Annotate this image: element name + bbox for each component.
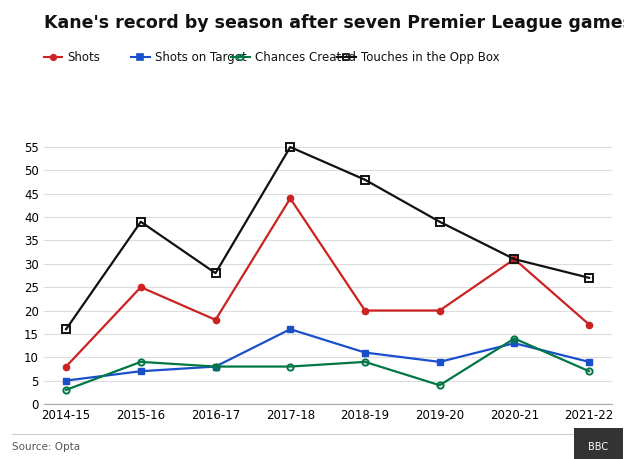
Text: BBC: BBC — [588, 442, 608, 452]
Shots on Target — [585, 359, 593, 364]
Shots on Target — [361, 350, 369, 355]
Shots — [510, 257, 518, 262]
Touches in the Opp Box — [361, 177, 369, 183]
Line: Shots on Target: Shots on Target — [63, 326, 592, 384]
Chances Created — [510, 336, 518, 341]
Shots — [62, 364, 70, 369]
Text: Shots: Shots — [67, 51, 100, 64]
Chances Created — [62, 387, 70, 392]
Shots on Target — [62, 378, 70, 383]
Shots — [286, 196, 294, 201]
Line: Chances Created: Chances Created — [63, 336, 592, 393]
Line: Shots: Shots — [63, 195, 592, 369]
Text: Touches in the Opp Box: Touches in the Opp Box — [361, 51, 499, 64]
Touches in the Opp Box — [585, 275, 593, 280]
Touches in the Opp Box — [212, 270, 219, 276]
Text: Source: Opta: Source: Opta — [12, 442, 80, 452]
Chances Created — [286, 364, 294, 369]
Touches in the Opp Box — [286, 144, 294, 150]
Text: Shots on Target: Shots on Target — [155, 51, 246, 64]
Text: Chances Created: Chances Created — [255, 51, 356, 64]
Touches in the Opp Box — [137, 219, 145, 224]
Chances Created — [436, 382, 444, 388]
Chances Created — [585, 369, 593, 374]
Shots on Target — [286, 326, 294, 332]
Touches in the Opp Box — [62, 326, 70, 332]
Line: Touches in the Opp Box: Touches in the Opp Box — [62, 143, 593, 333]
Shots — [361, 308, 369, 313]
Shots — [212, 317, 219, 323]
Shots — [436, 308, 444, 313]
Shots — [585, 322, 593, 327]
Touches in the Opp Box — [436, 219, 444, 224]
Chances Created — [137, 359, 145, 364]
Shots on Target — [436, 359, 444, 364]
Chances Created — [212, 364, 219, 369]
Shots — [137, 285, 145, 290]
Shots on Target — [137, 369, 145, 374]
Shots on Target — [510, 341, 518, 346]
Shots on Target — [212, 364, 219, 369]
Text: Kane's record by season after seven Premier League games: Kane's record by season after seven Prem… — [44, 14, 624, 32]
Chances Created — [361, 359, 369, 364]
Touches in the Opp Box — [510, 257, 518, 262]
